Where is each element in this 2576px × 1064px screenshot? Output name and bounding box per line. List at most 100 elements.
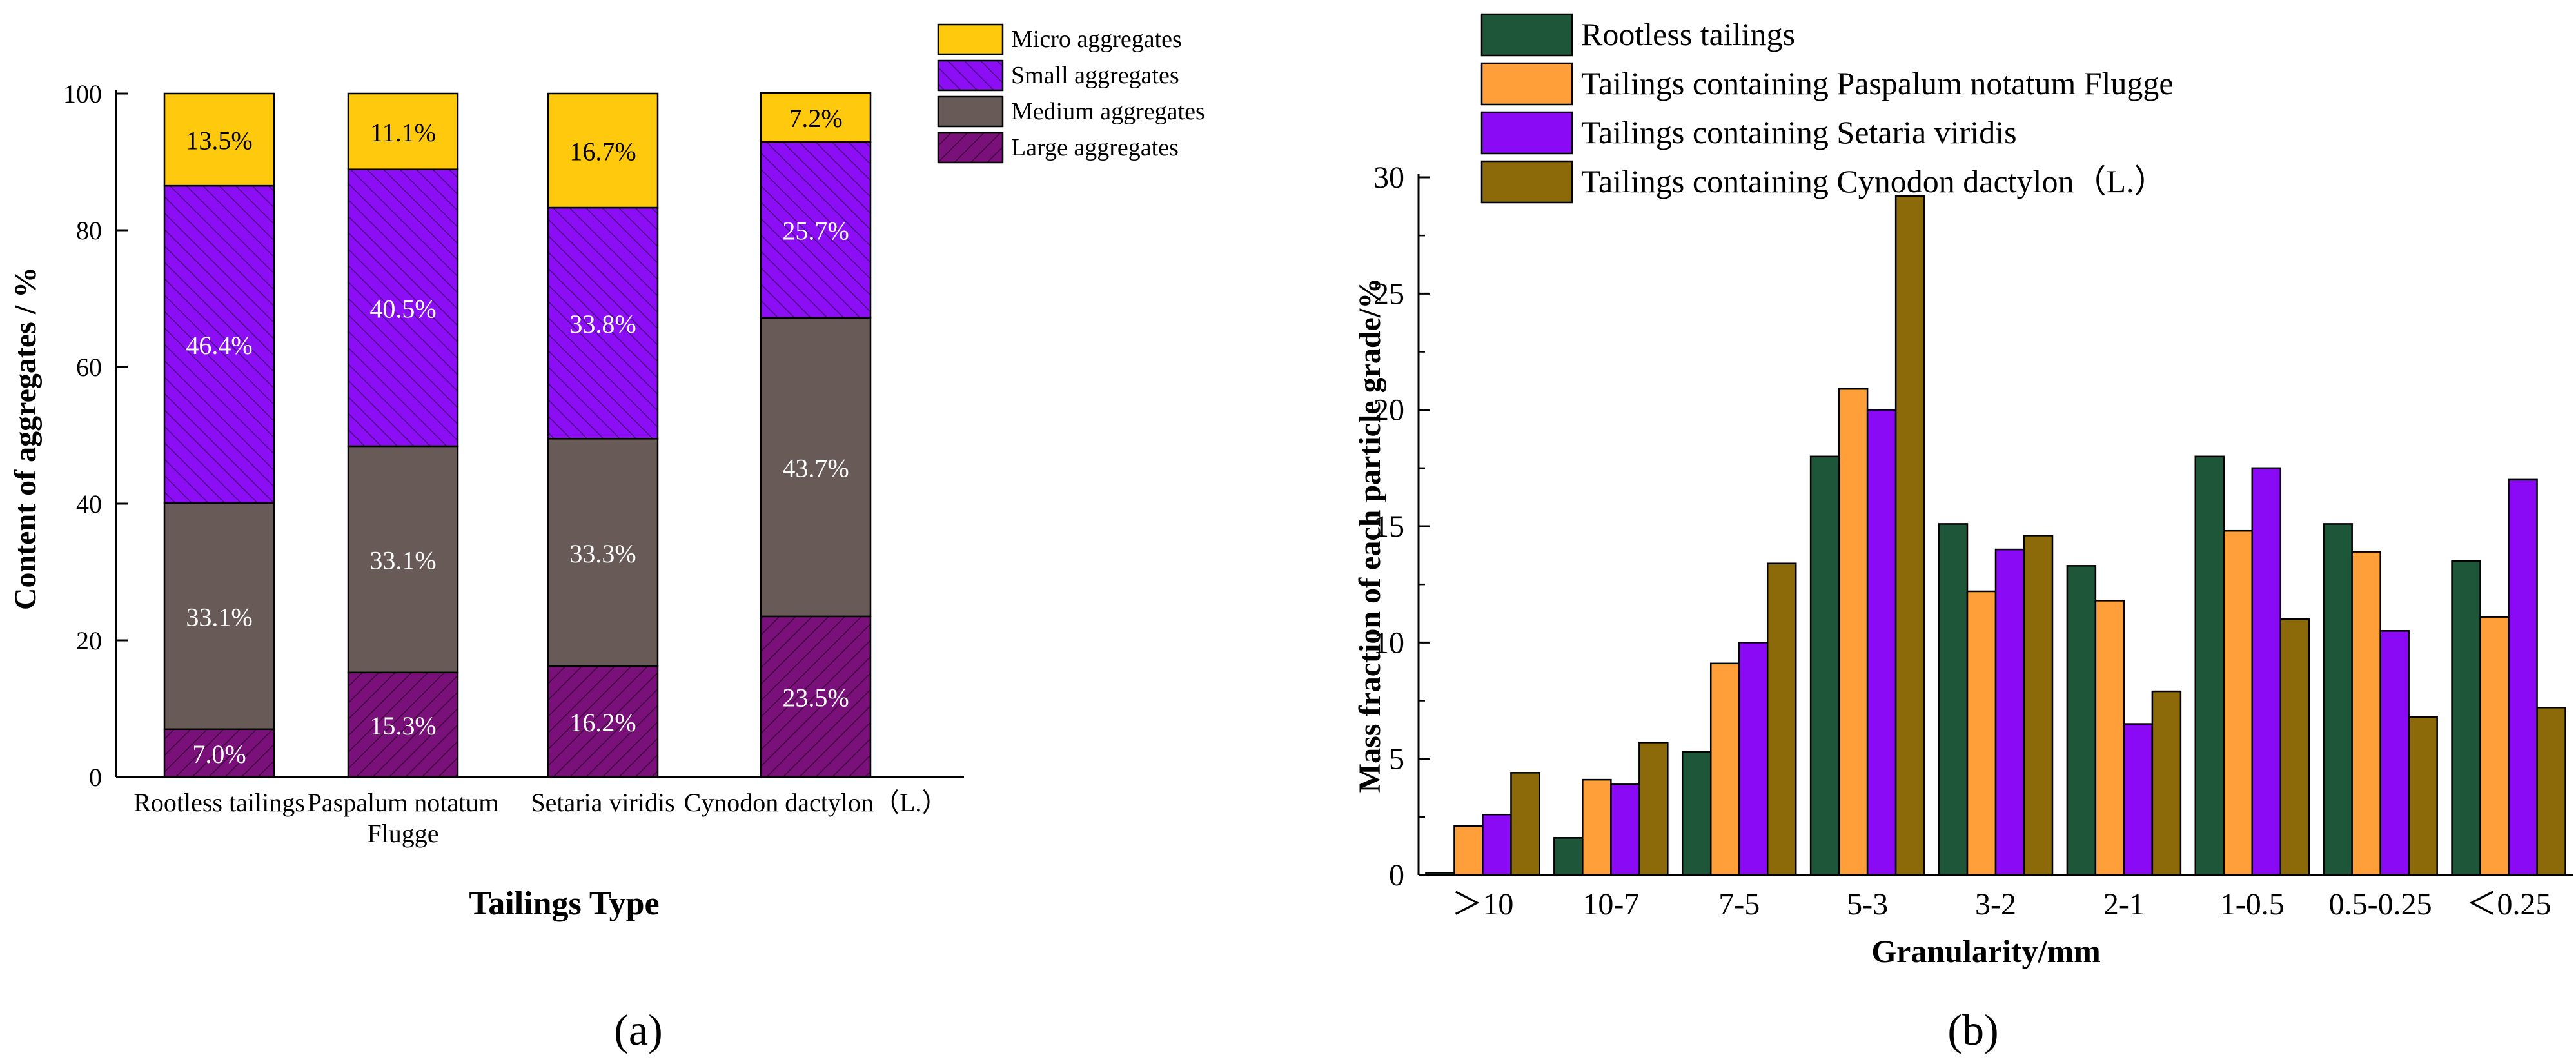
chart-b-legend-swatch [1480, 62, 1573, 106]
chart-b-bars [1425, 195, 2566, 876]
chart-a-x-tick-label: Cynodon dactylon（L.） [684, 788, 948, 817]
chart-b-y-tick-label: 5 [1389, 742, 1404, 776]
chart-b-bar [2379, 630, 2410, 876]
chart-a-bar-segment [163, 92, 275, 187]
chart-a-bar-segment [760, 141, 872, 319]
chart-a-data-label: 33.1% [186, 602, 252, 631]
chart-b-bar [1809, 455, 1840, 876]
chart-b-bar [1766, 562, 1797, 876]
chart-b-bar [2223, 529, 2254, 876]
chart-b-bar [1638, 742, 1669, 876]
chart-b-bar [1553, 837, 1584, 876]
chart-b-bar [2479, 616, 2510, 876]
chart-b-bar [1453, 825, 1484, 876]
chart-a-bar-segment [547, 438, 659, 667]
chart-a-bar-segment [347, 92, 459, 170]
chart-a-legend-swatch [937, 59, 1004, 92]
chart-a-data-label: 11.1% [370, 118, 436, 147]
chart-a-legend-swatch [937, 132, 1004, 164]
chart-a: 7.0% 33.1% 46.4% 13.5% 15.3% 33.1% 40.5% 11.1% 1… [8, 23, 1205, 1054]
chart-b-bar [2323, 523, 2353, 876]
chart-a-data-label: 7.2% [789, 104, 842, 133]
chart-a-legend-label: Micro aggregates [1011, 26, 1182, 53]
chart-a-legend: Micro aggregates Small aggregates Medium a… [937, 23, 1205, 164]
chart-b-bar [1866, 409, 1897, 876]
chart-b-bar [1994, 548, 2025, 876]
panel-b-caption: (b) [1947, 1005, 1998, 1054]
chart-b-bar [1838, 388, 1869, 876]
chart-a-data-label: 25.7% [782, 216, 849, 245]
chart-a-x-axis-label: Tailings Type [469, 885, 659, 922]
chart-a-data-label: 33.3% [569, 539, 636, 568]
chart-b-bar [2451, 560, 2481, 876]
chart-a-data-label: 15.3% [369, 711, 436, 740]
chart-a-legend-swatch [937, 23, 1004, 55]
chart-b-y-tick-label: 25 [1373, 277, 1404, 311]
chart-b-x-tick-label: ＜0.25 [2466, 887, 2551, 921]
chart-b-legend-swatch [1480, 160, 1573, 204]
chart-b-bar [1938, 523, 1969, 876]
chart-b-legend-label: Tailings containing Setaria viridis [1581, 114, 2017, 150]
chart-a-x-tick-label: Rootless tailings [133, 788, 305, 817]
chart-b-y-axis-label: Mass fraction of each particle grade/% [1353, 278, 1387, 793]
chart-a-bar-segment [347, 168, 459, 448]
chart-a-legend-label: Small aggregates [1011, 62, 1179, 89]
chart-b-y-tick-label: 10 [1373, 626, 1404, 660]
chart-b: ＞10 10-7 7-5 5-3 3-2 2-1 1-0.5 0.5-0.25 ＜0.25 0 5 1… [1353, 13, 2573, 1054]
chart-b-bar [2194, 455, 2225, 876]
chart-b-bar [1510, 772, 1540, 876]
chart-b-axes: ＞10 10-7 7-5 5-3 3-2 2-1 1-0.5 0.5-0.25 ＜0.25 0 5 1… [1373, 161, 2573, 921]
chart-b-x-axis-label: Granularity/mm [1871, 933, 2101, 969]
chart-a-y-tick-label: 60 [76, 353, 102, 382]
chart-b-bar [1610, 783, 1640, 876]
chart-b-legend-label: Tailings containing Cynodon dactylon（L.） [1581, 163, 2167, 199]
chart-a-bar-segment [163, 502, 275, 731]
chart-b-bar [1681, 751, 1712, 876]
chart-a-x-tick-label: Setaria viridis [531, 788, 674, 817]
chart-b-bar [1966, 590, 1997, 876]
chart-b-legend-swatch [1480, 111, 1573, 155]
chart-b-bar [1482, 813, 1512, 876]
chart-a-bar-segment [163, 728, 275, 778]
chart-a-y-tick-label: 100 [63, 79, 102, 108]
chart-b-bar [2279, 618, 2310, 876]
chart-a-data-label: 13.5% [186, 126, 252, 155]
chart-a-data-label: 16.2% [569, 708, 636, 737]
chart-b-x-tick-label: 3-2 [1975, 887, 2016, 921]
chart-b-x-tick-label: 1-0.5 [2220, 887, 2285, 921]
chart-a-data-label: 33.1% [369, 546, 436, 575]
chart-a-bar-segment [760, 92, 872, 143]
chart-a-bar-segment [347, 445, 459, 674]
chart-a-bar-segment [760, 615, 872, 778]
chart-b-bar [2408, 716, 2438, 876]
panel-a-caption: (a) [614, 1005, 662, 1054]
chart-a-y-axis-label: Content of aggregates / % [8, 267, 43, 610]
chart-b-legend-label: Tailings containing Paspalum notatum Flu… [1581, 65, 2174, 101]
chart-b-x-tick-label: 5-3 [1847, 887, 1888, 921]
chart-a-data-label: 33.8% [569, 310, 636, 339]
chart-b-bar [2351, 551, 2381, 876]
chart-b-bar [2094, 600, 2125, 876]
chart-b-bar [2151, 690, 2182, 876]
chart-a-data-label: 23.5% [782, 683, 849, 712]
chart-b-x-tick-label: 2-1 [2103, 887, 2145, 921]
chart-b-bar [2066, 565, 2097, 876]
chart-a-legend-swatch [937, 95, 1004, 128]
chart-a-legend-label: Large aggregates [1011, 134, 1179, 161]
chart-b-x-tick-label: ＞10 [1451, 887, 1513, 921]
chart-b-y-tick-label: 15 [1373, 509, 1404, 544]
chart-b-x-tick-label: 10-7 [1582, 887, 1639, 921]
chart-b-x-tick-label: 0.5-0.25 [2329, 887, 2432, 921]
chart-b-bar [1738, 642, 1769, 876]
chart-a-x-tick-label: Paspalum notatum [308, 788, 499, 817]
chart-b-bar [2123, 723, 2154, 876]
chart-a-data-label: 46.4% [186, 331, 252, 360]
chart-a-data-label: 40.5% [369, 294, 436, 323]
chart-b-legend-swatch [1480, 13, 1573, 57]
chart-a-x-tick-label: Flugge [367, 819, 438, 848]
chart-a-y-tick-label: 80 [76, 216, 102, 245]
chart-a-y-tick-label: 20 [76, 626, 102, 655]
chart-a-bar-segment [547, 92, 659, 209]
